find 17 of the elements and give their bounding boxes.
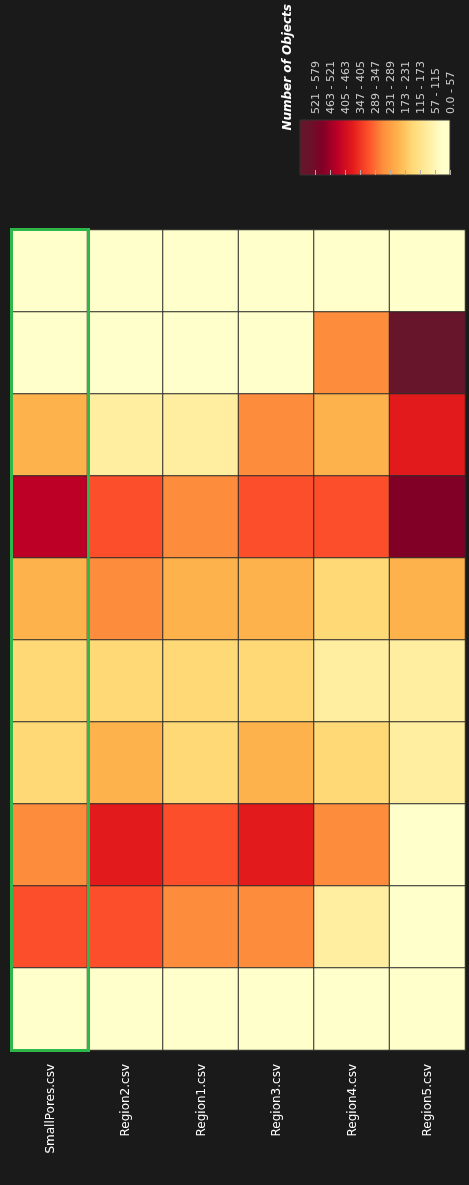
- x-tick-label: Region5.csv: [420, 1064, 435, 1137]
- color-bar-label: 0.0 - 57: [443, 71, 457, 114]
- color-bar-title: Number of Objects: [280, 4, 294, 131]
- color-bar-label: 521 - 579: [308, 61, 322, 114]
- x-tick-label: Region4.csv: [344, 1064, 359, 1137]
- x-tick-label: Region1.csv: [193, 1064, 208, 1137]
- color-bar-label: 405 - 463: [338, 61, 352, 114]
- color-bar-label: 115 - 173: [413, 61, 427, 114]
- x-tick-label: SmallPores.csv: [42, 1064, 57, 1154]
- color-bar-label: 57 - 115: [428, 68, 442, 114]
- color-bar-label: 347 - 405: [353, 61, 367, 114]
- color-bar-label: 231 - 289: [383, 61, 397, 114]
- x-tick-label: Region3.csv: [269, 1064, 284, 1137]
- x-tick-label: Region2.csv: [118, 1064, 133, 1137]
- color-bar-label: 173 - 231: [398, 61, 412, 114]
- color-bar-label: 289 - 347: [368, 61, 382, 114]
- color-bar-label: 463 - 521: [323, 61, 337, 114]
